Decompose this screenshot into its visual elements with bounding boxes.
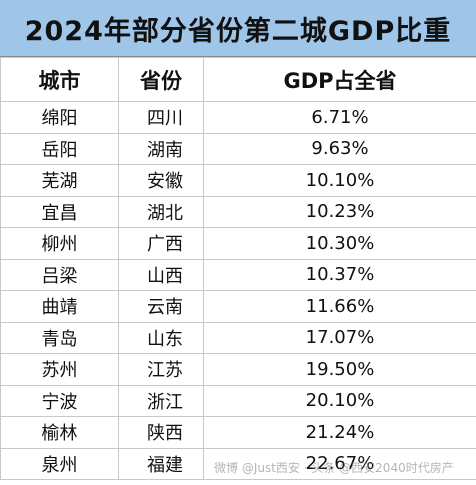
table-row: 吕梁 山西 10.37% bbox=[0, 258, 476, 291]
city-cell: 绵阳 bbox=[0, 101, 119, 134]
gdp-share-cell: 20.10% bbox=[203, 384, 476, 417]
province-cell: 江苏 bbox=[118, 353, 204, 386]
province-cell: 广西 bbox=[118, 227, 204, 260]
gdp-share-cell: 9.63% bbox=[203, 132, 476, 165]
city-cell: 青岛 bbox=[0, 321, 119, 354]
gdp-share-cell: 17.07% bbox=[203, 321, 476, 354]
province-cell: 四川 bbox=[118, 101, 204, 134]
header-row: 城市 省份 GDP占全省 bbox=[0, 57, 476, 102]
gdp-share-cell: 19.50% bbox=[203, 353, 476, 386]
city-cell: 宁波 bbox=[0, 384, 119, 417]
table-row: 苏州 江苏 19.50% bbox=[0, 353, 476, 386]
province-cell: 山东 bbox=[118, 321, 204, 354]
gdp-share-cell: 10.10% bbox=[203, 164, 476, 197]
province-cell: 福建 bbox=[118, 447, 204, 480]
header-gdp-share: GDP占全省 bbox=[203, 57, 476, 102]
city-cell: 柳州 bbox=[0, 227, 119, 260]
province-cell: 云南 bbox=[118, 290, 204, 323]
table-row: 绵阳 四川 6.71% bbox=[0, 101, 476, 134]
gdp-share-table: 城市 省份 GDP占全省 绵阳 四川 6.71% 岳阳 湖南 9.63% 芜湖 安徽 10.10… bbox=[0, 57, 476, 480]
table-row: 青岛 山东 17.07% bbox=[0, 321, 476, 354]
city-cell: 苏州 bbox=[0, 353, 119, 386]
table-title: 2024年部分省份第二城GDP比重 bbox=[0, 0, 476, 57]
province-cell: 安徽 bbox=[118, 164, 204, 197]
gdp-share-cell: 10.30% bbox=[203, 227, 476, 260]
gdp-share-cell: 21.24% bbox=[203, 416, 476, 449]
table-row: 芜湖 安徽 10.10% bbox=[0, 164, 476, 197]
city-cell: 芜湖 bbox=[0, 164, 119, 197]
province-cell: 陕西 bbox=[118, 416, 204, 449]
gdp-share-cell: 10.37% bbox=[203, 258, 476, 291]
province-cell: 湖北 bbox=[118, 195, 204, 228]
province-cell: 山西 bbox=[118, 258, 204, 291]
table-row: 岳阳 湖南 9.63% bbox=[0, 132, 476, 165]
gdp-share-cell: 22.67% bbox=[203, 447, 476, 480]
header-city: 城市 bbox=[0, 57, 119, 102]
gdp-share-cell: 11.66% bbox=[203, 290, 476, 323]
city-cell: 岳阳 bbox=[0, 132, 119, 165]
table-row: 宁波 浙江 20.10% bbox=[0, 384, 476, 417]
header-province: 省份 bbox=[118, 57, 204, 102]
gdp-share-cell: 6.71% bbox=[203, 101, 476, 134]
city-cell: 曲靖 bbox=[0, 290, 119, 323]
city-cell: 榆林 bbox=[0, 416, 119, 449]
city-cell: 吕梁 bbox=[0, 258, 119, 291]
table-row: 柳州 广西 10.30% bbox=[0, 227, 476, 260]
province-cell: 湖南 bbox=[118, 132, 204, 165]
table-row: 宜昌 湖北 10.23% bbox=[0, 195, 476, 228]
table-row: 泉州 福建 22.67% bbox=[0, 447, 476, 480]
table-row: 榆林 陕西 21.24% bbox=[0, 416, 476, 449]
table-row: 曲靖 云南 11.66% bbox=[0, 290, 476, 323]
province-cell: 浙江 bbox=[118, 384, 204, 417]
gdp-share-cell: 10.23% bbox=[203, 195, 476, 228]
city-cell: 泉州 bbox=[0, 447, 119, 480]
city-cell: 宜昌 bbox=[0, 195, 119, 228]
